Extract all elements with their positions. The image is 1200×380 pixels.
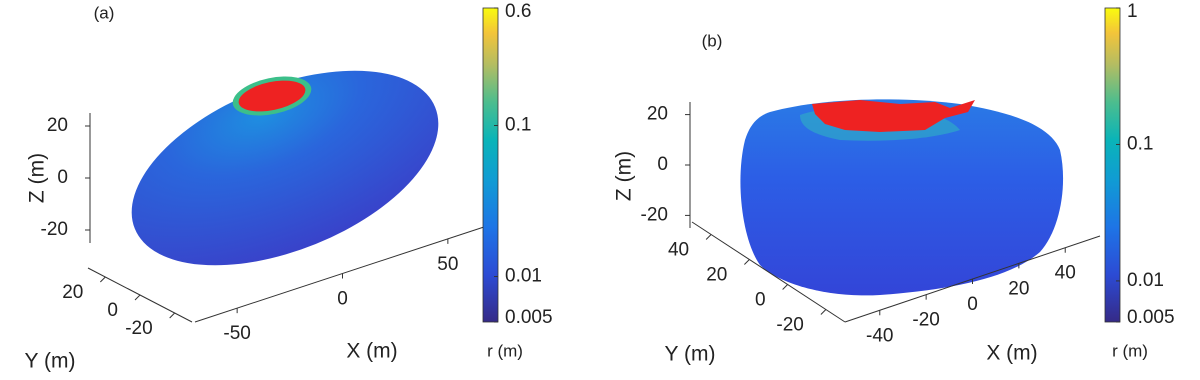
y-tick <box>782 284 788 290</box>
axes-layer: -50 0 50 -20 0 20 -20 0 20 Z (m) Y (m) X (m) (a) 0.00… <box>25 1 1175 373</box>
y-axis-label: Y (m) <box>665 343 716 366</box>
colorbar <box>482 7 499 323</box>
z-axis-label: Z (m) <box>613 151 636 201</box>
y-tick <box>169 312 176 319</box>
y-tick-label: 20 <box>706 265 727 286</box>
z-tick-label: 20 <box>47 115 68 136</box>
colorbar-label: r (m) <box>1112 341 1148 360</box>
x-tick-label: 40 <box>1055 263 1076 284</box>
z-axis-label: Z (m) <box>26 153 49 203</box>
y-tick-label: -20 <box>125 318 152 339</box>
y-tick-label: -20 <box>776 315 803 336</box>
panel-label: (a) <box>94 3 115 22</box>
y-tick-label: 20 <box>62 282 83 303</box>
z-tick-label: 0 <box>57 167 68 188</box>
y-axis-line <box>691 221 846 323</box>
z-tick-label: -20 <box>41 219 68 240</box>
x-tick-label: -50 <box>223 323 250 344</box>
y-tick <box>134 294 141 301</box>
colorbar-tick-label: 0.1 <box>1127 133 1153 154</box>
surface-a <box>131 70 439 266</box>
x-tick-label: 0 <box>967 294 978 315</box>
z-tick-label: 0 <box>657 154 668 175</box>
surface-b <box>740 99 1064 296</box>
x-axis-label: X (m) <box>346 340 397 363</box>
colorbar-label: r (m) <box>487 341 523 360</box>
x-tick-label: 0 <box>337 289 348 310</box>
y-tick-label: 0 <box>107 300 118 321</box>
y-tick <box>99 276 106 283</box>
y-tick <box>820 309 827 315</box>
x-axis-label: X (m) <box>986 342 1037 365</box>
x-tick-label: -20 <box>912 310 939 331</box>
colorbar-tick-label: 0.6 <box>505 1 531 22</box>
colorbar-tick-label: 0.005 <box>505 307 553 328</box>
colorbar <box>1104 7 1121 323</box>
colorbar-tick-label: 0.1 <box>505 115 531 136</box>
y-tick <box>744 259 750 265</box>
z-tick-label: 20 <box>647 104 668 125</box>
x-tick-label: -40 <box>866 325 893 346</box>
y-tick <box>705 234 712 240</box>
colorbar-tick-label: 1 <box>1127 1 1138 22</box>
y-axis-label: Y (m) <box>25 350 76 373</box>
x-tick-label: 50 <box>437 254 458 275</box>
x-tick-label: 20 <box>1008 278 1029 299</box>
z-tick-label: -20 <box>641 204 668 225</box>
colorbar-tick-label: 0.01 <box>505 266 542 287</box>
y-tick-label: 40 <box>668 240 689 261</box>
colorbar-tick-label: 0.005 <box>1127 307 1175 328</box>
panel-label: (b) <box>702 31 723 50</box>
colorbar-tick-label: 0.01 <box>1127 270 1164 291</box>
y-tick-label: 0 <box>755 290 766 311</box>
